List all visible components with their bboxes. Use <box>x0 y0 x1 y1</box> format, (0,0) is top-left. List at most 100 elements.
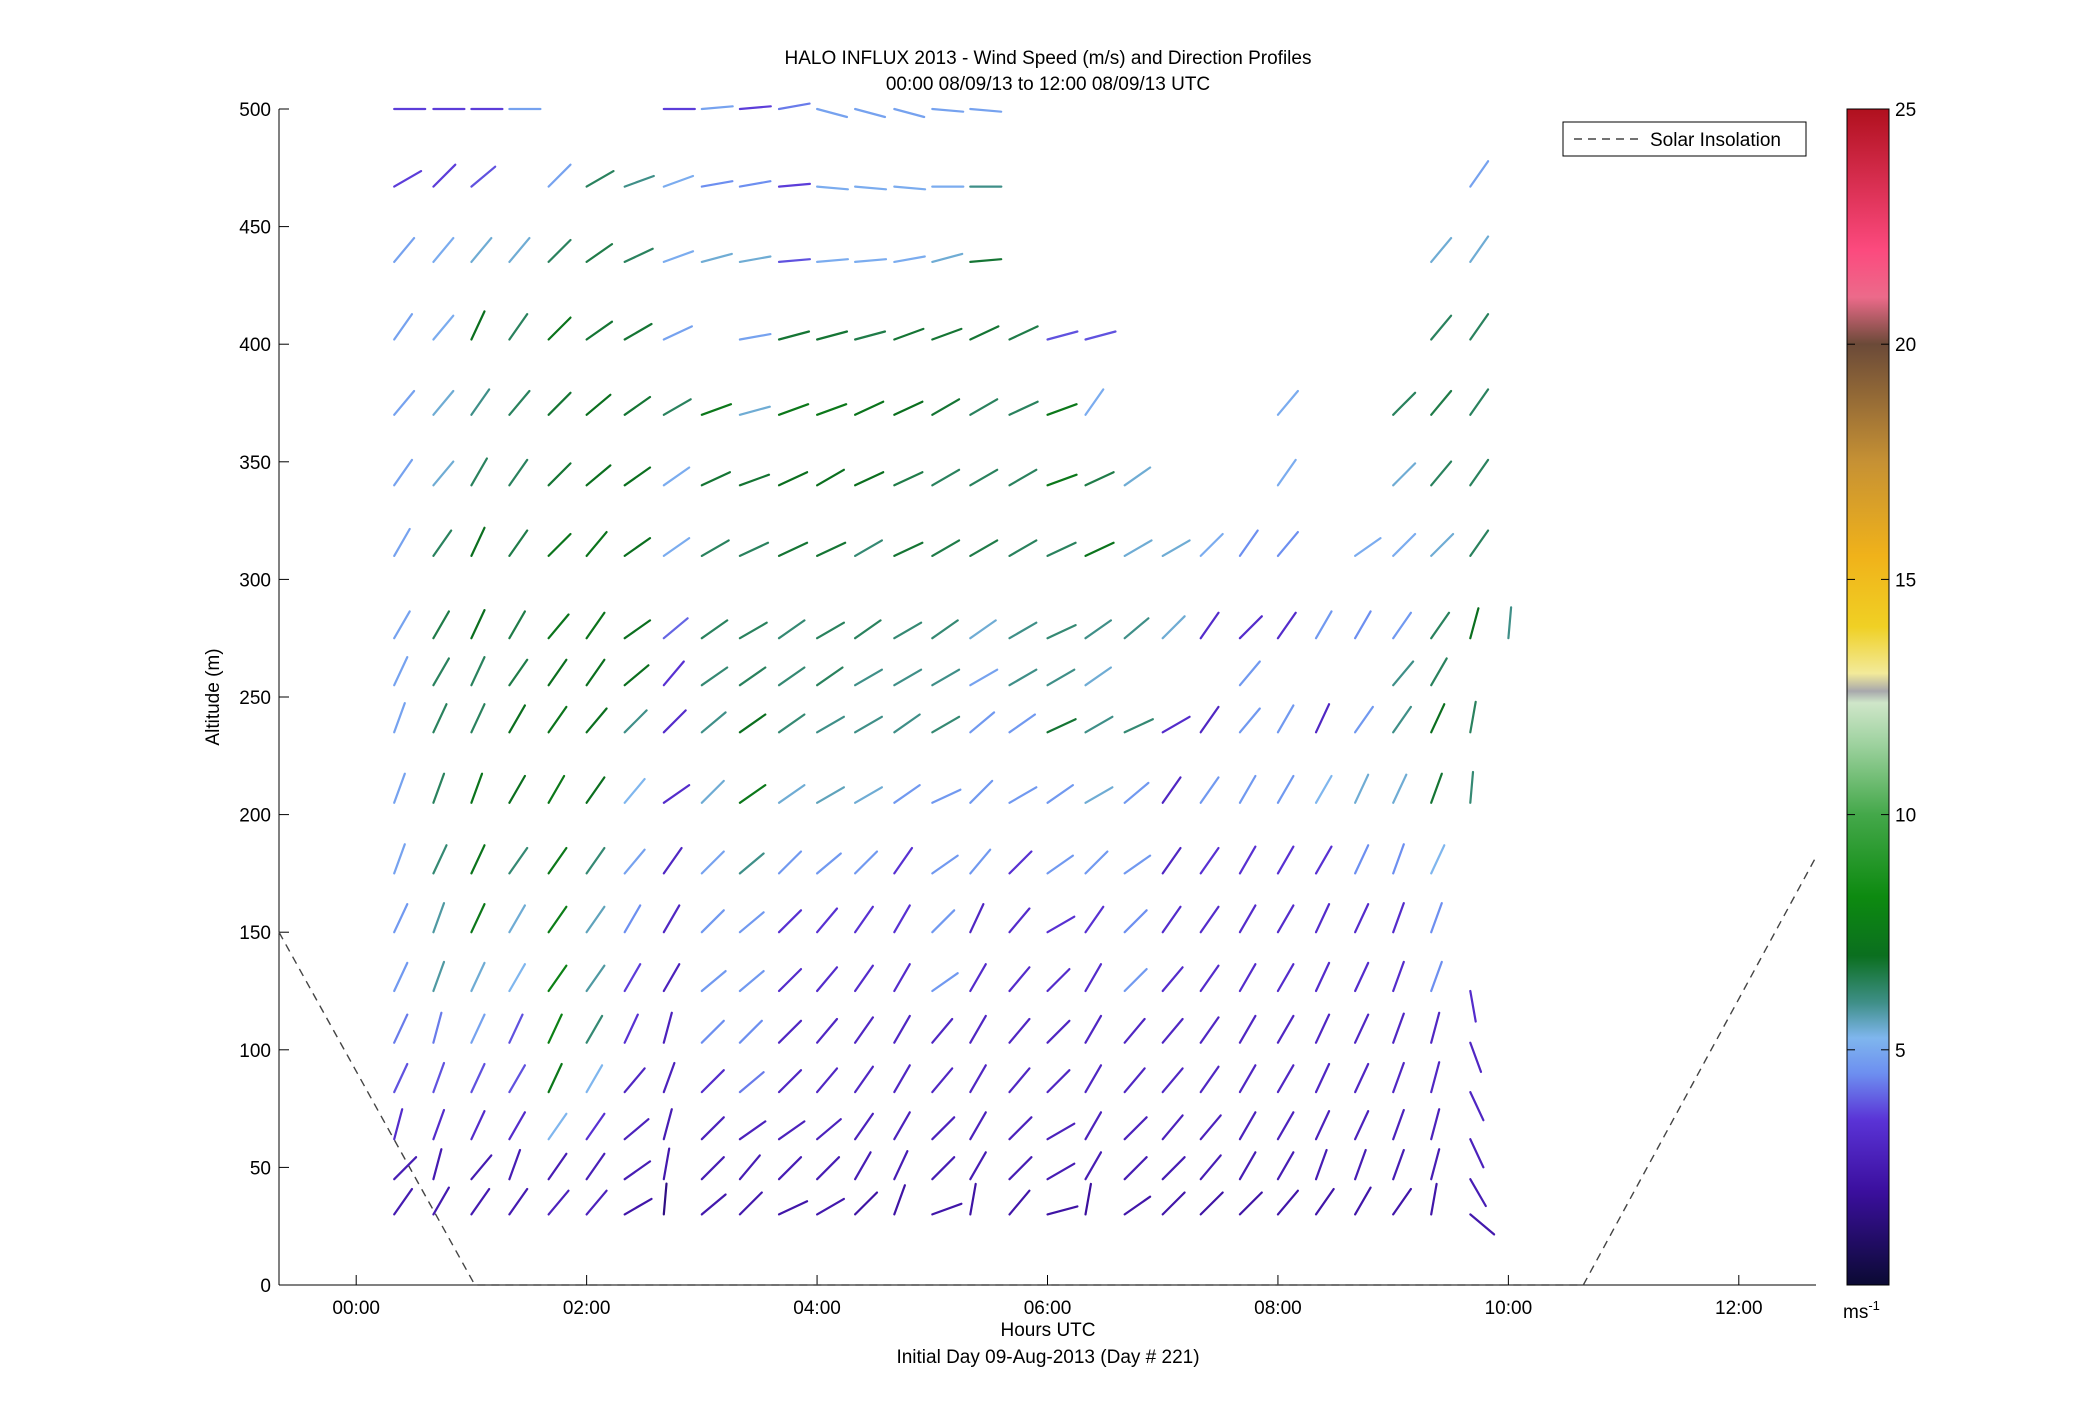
wind-barb <box>1123 1156 1148 1181</box>
wind-barb <box>1469 607 1480 640</box>
wind-barb <box>1084 715 1114 734</box>
wind-barb <box>969 1151 987 1181</box>
wind-barb <box>623 322 653 341</box>
y-tick-label: 200 <box>239 806 271 827</box>
solar-insolation-line <box>278 856 1817 1286</box>
wind-barb <box>1392 1012 1405 1044</box>
wind-barb <box>1353 773 1370 804</box>
wind-barb <box>931 972 959 993</box>
wind-barb <box>1046 1122 1076 1141</box>
wind-barb <box>700 909 725 934</box>
wind-barb <box>662 846 683 875</box>
wind-barb <box>393 1062 409 1094</box>
x-tick-label: 08:00 <box>1254 1298 1302 1319</box>
wind-barb <box>662 466 691 487</box>
wind-barb <box>432 1148 443 1181</box>
wind-barb <box>1084 1014 1103 1044</box>
wind-barb <box>1046 783 1075 804</box>
wind-barb <box>1314 1109 1331 1141</box>
wind-barb <box>777 182 812 188</box>
wind-barb <box>1046 473 1078 487</box>
colorbar-unit-label: ms-1 <box>1843 1298 1880 1323</box>
wind-barb <box>969 398 999 416</box>
wind-barb <box>432 389 455 416</box>
wind-barbs <box>393 102 1513 1236</box>
wind-barb <box>1161 776 1182 804</box>
wind-barb <box>1046 854 1075 875</box>
wind-barb <box>470 703 486 734</box>
wind-barb <box>738 541 770 558</box>
wind-barb <box>585 393 612 416</box>
y-tick-label: 300 <box>239 570 271 591</box>
wind-barb <box>1430 1108 1441 1141</box>
wind-barb <box>1123 466 1152 487</box>
colorbar-ticks: 5 10 15 20 25 <box>1847 100 1916 1062</box>
wind-barb <box>1161 539 1191 558</box>
wind-barb <box>508 313 529 341</box>
wind-barb <box>1469 989 1477 1023</box>
wind-barb <box>662 783 691 804</box>
wind-barb <box>662 617 689 640</box>
wind-barb <box>1276 1111 1295 1141</box>
wind-barb <box>662 660 685 687</box>
wind-barb <box>1392 1061 1405 1094</box>
wind-barb <box>1084 619 1113 640</box>
wind-barb <box>662 1011 673 1044</box>
wind-barb <box>508 389 531 416</box>
wind-barb <box>853 619 882 640</box>
wind-barb <box>738 621 768 640</box>
wind-barb <box>1469 700 1477 734</box>
wind-barb <box>969 848 992 875</box>
y-axis-label: Altitude (m) <box>203 648 224 745</box>
wind-barb <box>1430 460 1453 487</box>
wind-barb <box>931 539 961 558</box>
wind-barb <box>969 902 985 934</box>
wind-barb <box>1238 774 1257 804</box>
wind-barb <box>393 961 409 993</box>
wind-barb <box>969 963 987 993</box>
wind-barb <box>547 163 572 188</box>
wind-barb <box>623 1013 639 1044</box>
wind-barb <box>1276 774 1295 804</box>
wind-barb <box>585 1112 606 1141</box>
legend: Solar Insolation <box>1562 121 1807 157</box>
wind-barb <box>777 619 806 640</box>
y-tick-label: 500 <box>239 100 271 121</box>
wind-barb <box>969 1182 977 1216</box>
wind-barb <box>1084 850 1109 875</box>
wind-barb <box>1469 160 1490 188</box>
wind-barb <box>1084 471 1115 487</box>
wind-barb <box>393 772 406 804</box>
wind-barb <box>470 961 486 993</box>
wind-barb <box>969 711 996 734</box>
wind-barb <box>1353 902 1370 934</box>
wind-barb <box>1123 781 1150 804</box>
colorbar-tick-label: 15 <box>1895 570 1916 591</box>
wind-barb <box>738 1019 763 1044</box>
wind-barb <box>1469 1090 1485 1122</box>
wind-barb <box>1008 786 1038 804</box>
wind-barb <box>393 389 416 416</box>
wind-barb <box>1046 967 1071 993</box>
wind-barb <box>969 468 999 487</box>
wind-barb <box>815 541 847 558</box>
wind-barb <box>1084 666 1113 687</box>
wind-barb <box>738 255 772 263</box>
wind-barb <box>1392 960 1405 993</box>
wind-barb <box>432 901 446 934</box>
wind-barb <box>777 783 806 804</box>
wind-barb <box>508 846 529 875</box>
x-axis-label: Hours UTC <box>1000 1320 1095 1341</box>
wind-barb <box>393 1187 414 1216</box>
wind-barb <box>623 536 652 558</box>
x-tick-label: 10:00 <box>1485 1298 1533 1319</box>
wind-barb <box>1199 532 1224 558</box>
wind-barb <box>969 1111 987 1141</box>
wind-barb <box>508 1013 524 1044</box>
wind-barb <box>1123 1195 1152 1216</box>
wind-barb <box>1161 615 1186 640</box>
wind-barb <box>1084 905 1105 934</box>
wind-barb <box>1314 1148 1328 1181</box>
wind-barb <box>585 1189 608 1216</box>
wind-barb <box>1199 1114 1222 1141</box>
